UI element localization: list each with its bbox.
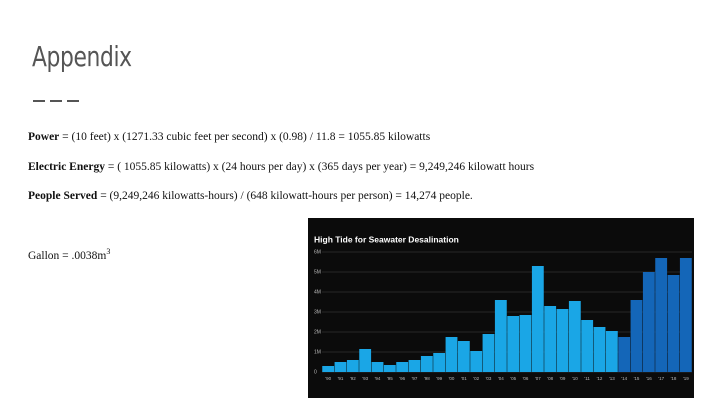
formula-term: Power xyxy=(28,131,60,143)
y-tick-label: 6M xyxy=(314,249,321,255)
bar xyxy=(605,331,618,372)
x-tick-label: '08 xyxy=(547,376,553,381)
formula-term: Electric Energy xyxy=(28,161,105,173)
note-sup: 3 xyxy=(106,247,111,256)
x-tick-label: '17 xyxy=(658,376,664,381)
bar xyxy=(482,334,495,372)
x-tick-label: '12 xyxy=(597,376,603,381)
bar xyxy=(544,306,557,372)
x-tick-label: '99 xyxy=(436,376,442,381)
x-tick-label: '90 xyxy=(325,376,331,381)
x-tick-label: '06 xyxy=(523,376,529,381)
title-dash xyxy=(50,100,62,102)
x-tick-label: '00 xyxy=(449,376,455,381)
slide-title: Appendix xyxy=(32,40,132,73)
x-tick-label: '01 xyxy=(461,376,467,381)
x-tick-label: '05 xyxy=(510,376,516,381)
bar xyxy=(667,275,680,372)
x-tick-label: '03 xyxy=(486,376,492,381)
x-tick-label: '95 xyxy=(387,376,393,381)
x-tick-label: '92 xyxy=(350,376,356,381)
bar xyxy=(581,320,594,372)
x-tick-label: '16 xyxy=(646,376,652,381)
x-tick-label: '07 xyxy=(535,376,541,381)
x-tick-label: '98 xyxy=(424,376,430,381)
x-tick-label: '18 xyxy=(671,376,677,381)
formula: People Served = (9,249,246 kilowatts-hou… xyxy=(28,190,473,202)
formula-text: = ( 1055.85 kilowatts) x (24 hours per d… xyxy=(107,161,535,173)
bar xyxy=(519,315,532,372)
bar xyxy=(655,258,668,372)
x-tick-label: '94 xyxy=(375,376,381,381)
bar xyxy=(334,362,347,372)
bar xyxy=(359,349,372,372)
bar xyxy=(470,351,483,372)
bar xyxy=(457,341,470,372)
formula: Power = (10 feet) x (1271.33 cubic feet … xyxy=(28,131,430,143)
x-tick-label: '11 xyxy=(584,376,590,381)
x-tick-label: '15 xyxy=(634,376,640,381)
x-tick-label: '19 xyxy=(683,376,689,381)
x-tick-label: '10 xyxy=(572,376,578,381)
title-dash xyxy=(67,100,79,102)
formula-text: = (10 feet) x (1271.33 cubic feet per se… xyxy=(62,131,431,143)
bar xyxy=(507,316,520,372)
bar xyxy=(322,366,335,372)
bar xyxy=(556,309,569,372)
x-tick-label: '91 xyxy=(338,376,344,381)
note-text: Gallon = .0038m xyxy=(28,249,107,262)
x-tick-label: '14 xyxy=(621,376,627,381)
title-dash xyxy=(33,100,45,102)
formula-term: People Served xyxy=(28,190,98,202)
bar xyxy=(445,337,458,372)
y-tick-label: 0 xyxy=(314,369,317,375)
bar xyxy=(371,362,384,372)
bar xyxy=(531,266,544,372)
bar xyxy=(618,337,631,372)
bar xyxy=(383,365,396,372)
bar xyxy=(433,353,446,372)
formula: Electric Energy = ( 1055.85 kilowatts) x… xyxy=(28,161,534,173)
bar xyxy=(642,272,655,372)
x-tick-label: '09 xyxy=(560,376,566,381)
x-tick-label: '97 xyxy=(412,376,418,381)
x-tick-label: '93 xyxy=(362,376,368,381)
x-tick-label: '13 xyxy=(609,376,615,381)
y-tick-label: 2M xyxy=(314,329,321,335)
x-tick-label: '96 xyxy=(399,376,405,381)
bar xyxy=(630,300,643,372)
y-tick-label: 5M xyxy=(314,269,321,275)
note: Gallon = .0038m3 xyxy=(28,247,110,262)
bar xyxy=(494,300,507,372)
chart-title: High Tide for Seawater Desalination xyxy=(314,234,459,244)
bar xyxy=(679,258,692,372)
y-tick-label: 3M xyxy=(314,309,321,315)
y-tick-label: 4M xyxy=(314,289,321,295)
x-tick-label: '02 xyxy=(473,376,479,381)
x-tick-label: '04 xyxy=(498,376,504,381)
bar xyxy=(568,301,581,372)
bar xyxy=(346,360,359,372)
formula-text: = (9,249,246 kilowatts-hours) / (648 kil… xyxy=(100,190,473,202)
bar xyxy=(408,360,421,372)
bar xyxy=(420,356,433,372)
y-tick-label: 1M xyxy=(314,349,321,355)
bar xyxy=(593,327,606,372)
bar xyxy=(396,362,409,372)
